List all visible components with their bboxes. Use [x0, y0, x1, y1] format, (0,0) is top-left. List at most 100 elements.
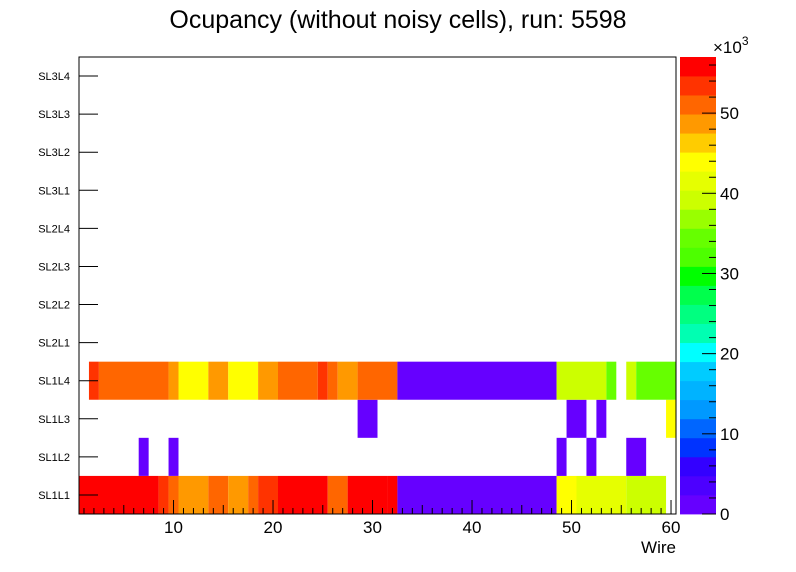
palette-swatch [680, 361, 716, 382]
z-tick-label: 20 [720, 345, 739, 364]
heatmap-cell [556, 475, 577, 514]
z-multiplier: ×103 [713, 34, 749, 57]
palette-swatch [680, 380, 716, 401]
z-axis: 0 10 20 30 40 50 [702, 64, 739, 524]
z-multiplier-base: ×10 [713, 38, 742, 57]
palette-swatch [680, 171, 716, 191]
heatmap-cell [357, 361, 398, 400]
heatmap-cell [208, 361, 229, 400]
palette-swatch [680, 285, 716, 305]
heatmap-cell [606, 361, 617, 400]
y-tick-label: SL3L2 [38, 147, 70, 159]
heatmap-cell [168, 437, 179, 476]
x-tick-label: 10 [164, 518, 183, 537]
x-tick-label: 40 [463, 518, 482, 537]
heatmap-cell [556, 361, 607, 400]
x-axis: 10 20 30 40 50 60 [83, 500, 681, 537]
heatmap-cell [98, 361, 169, 400]
heatmap-cell [258, 475, 278, 514]
z-multiplier-exponent: 3 [742, 34, 749, 48]
plot-frame [78, 56, 677, 515]
chart-title: Ocupancy (without noisy cells), run: 559… [169, 6, 626, 34]
heatmap-cell [278, 475, 328, 514]
heatmap-cell [228, 361, 259, 400]
heatmap-cell [666, 399, 676, 438]
x-tick-label: 20 [264, 518, 283, 537]
heatmap-cell [626, 475, 667, 514]
palette-swatch [680, 456, 716, 477]
heatmap-cell [327, 475, 348, 514]
y-axis: SL1L1 SL1L2 SL1L3 SL1L4 SL2L1 SL2L2 SL2L3 SL2L4… [38, 71, 98, 502]
palette-swatch [680, 209, 716, 229]
x-tick-label: 60 [662, 518, 681, 537]
y-tick-label: SL1L3 [38, 414, 70, 426]
palette-swatch [680, 133, 716, 153]
heatmap-cell [158, 475, 169, 514]
palette-swatch [680, 494, 716, 515]
heatmap-cell [178, 361, 209, 400]
z-tick-label: 40 [720, 184, 739, 203]
heatmap-cell [357, 399, 378, 438]
z-tick-label: 0 [720, 505, 729, 524]
palette-swatch [680, 418, 716, 439]
heatmap-cell [556, 437, 567, 476]
heatmap-cell [387, 475, 398, 514]
palette-swatch [680, 342, 716, 363]
heatmap-cell [168, 475, 179, 514]
x-tick-label: 50 [562, 518, 581, 537]
y-tick-label: SL1L2 [38, 452, 70, 464]
heatmap-cell [566, 399, 587, 438]
heatmap-cell [626, 361, 637, 400]
heatmap-cell [636, 361, 676, 400]
heatmap-cell [168, 361, 179, 400]
heatmap-cell [228, 475, 249, 514]
heatmap-cell [586, 437, 597, 476]
palette-swatch [680, 228, 716, 248]
palette-swatch [680, 152, 716, 172]
z-tick-label: 30 [720, 264, 739, 283]
palette-swatch [680, 323, 716, 344]
y-tick-label: SL2L4 [38, 223, 70, 235]
heatmap-cell [347, 475, 388, 514]
y-tick-label: SL2L3 [38, 261, 70, 273]
x-axis-title: Wire [641, 538, 676, 557]
heatmap-cell [397, 361, 557, 400]
palette-swatch [680, 399, 716, 420]
heatmap-cell [208, 475, 229, 514]
y-tick-label: SL3L3 [38, 109, 70, 121]
heatmap-cell [278, 361, 318, 400]
heatmap-cell [258, 361, 278, 400]
heatmap-cell [178, 475, 209, 514]
palette-swatch [680, 76, 716, 96]
y-tick-label: SL3L4 [38, 71, 70, 83]
heatmap-cell [248, 475, 259, 514]
palette-swatch [680, 437, 716, 458]
heatmap-cell [317, 361, 328, 400]
y-tick-label: SL1L1 [38, 490, 70, 502]
heatmap-cell [576, 475, 627, 514]
z-tick-label: 50 [720, 104, 739, 123]
heatmap-cell [596, 399, 607, 438]
palette-swatch [680, 95, 716, 115]
y-tick-label: SL2L1 [38, 338, 70, 350]
color-palette [680, 57, 716, 515]
palette-swatch [680, 266, 716, 286]
x-tick-label: 30 [363, 518, 382, 537]
y-tick-label: SL3L1 [38, 185, 70, 197]
palette-swatch [680, 247, 716, 267]
z-tick-label: 10 [720, 425, 739, 444]
palette-swatch [680, 57, 716, 77]
heatmap-cell [626, 437, 647, 476]
heatmap-cell [138, 437, 149, 476]
palette-swatch [680, 475, 716, 496]
y-tick-label: SL2L2 [38, 300, 70, 312]
heatmap-cell [337, 361, 358, 400]
heatmap-cell [397, 475, 557, 514]
y-tick-label: SL1L4 [38, 376, 70, 388]
palette-swatch [680, 190, 716, 210]
palette-swatch [680, 114, 716, 134]
heatmap-cells [79, 361, 676, 514]
palette-swatch [680, 304, 716, 324]
